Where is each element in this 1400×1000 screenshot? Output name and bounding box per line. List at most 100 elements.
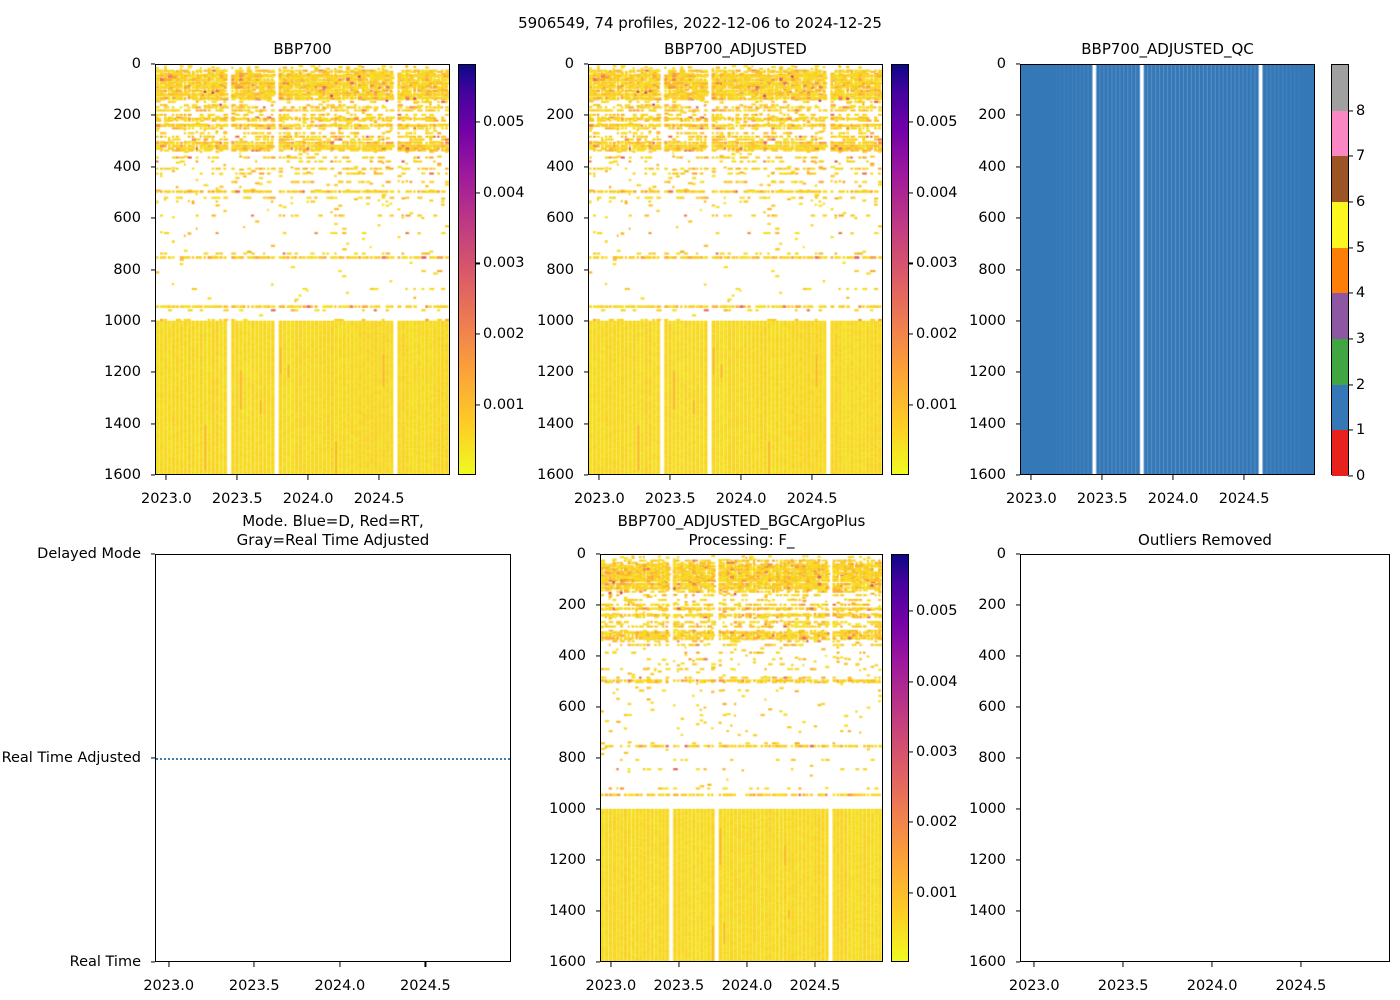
bgcargoplus-ytick-mark	[595, 808, 600, 810]
colorbar-bbp700-tick-mark	[475, 192, 480, 194]
panel-title-bbp700-adjusted-qc: BBP700_ADJUSTED_QC	[1081, 40, 1254, 58]
qc-colorbar-tick-label: 2	[1356, 376, 1366, 393]
bbp700-adjusted-qc-xtick-label: 2024.0	[1147, 491, 1199, 507]
bbp700-ytick-label: 600	[113, 210, 141, 227]
qc-colorbar-tick-label: 1	[1356, 422, 1366, 439]
bbp700-adjusted-ytick-mark	[583, 320, 588, 322]
qc-colorbar-tick-label: 5	[1356, 239, 1366, 256]
bbp700-xtick-label: 2023.5	[211, 491, 263, 507]
colorbar-bbp700-adjusted-bgcargoplus-tick-mark	[908, 821, 913, 823]
mode-xtick-label: 2024.5	[400, 978, 451, 994]
bbp700-adjusted-xtick-label: 2023.0	[573, 491, 625, 507]
bbp700-ytick-label: 1400	[104, 415, 141, 432]
bbp700-adjusted-qc-ytick-label: 1000	[969, 312, 1006, 329]
bbp700-xtick-mark	[307, 475, 309, 480]
outliers-removed-ytick-label: 400	[978, 648, 1006, 664]
outliers-removed-ytick-mark	[1015, 604, 1020, 606]
colorbar-bbp700-tick-mark	[475, 262, 480, 264]
bbp700-xtick-label: 2024.5	[353, 491, 405, 507]
axes-bbp700[interactable]	[155, 64, 450, 475]
colorbar-bbp700-adjusted: 0.001 0.002 0.003 0.004 0.005	[891, 64, 958, 475]
bbp700-adjusted-qc-ytick-label: 400	[978, 158, 1006, 175]
qc-colorbar-tick-mark	[1348, 247, 1353, 249]
outliers-removed-ytick-label: 1200	[969, 852, 1006, 868]
bgcargoplus-ytick-label: 1200	[549, 852, 586, 868]
bbp700-adjusted-qc-xtick-mark	[1101, 475, 1103, 480]
qc-colorbar-tick-mark	[1348, 384, 1353, 386]
bbp700-ytick-mark	[150, 320, 155, 322]
bbp700-adjusted-qc-xtick-label: 2024.5	[1218, 491, 1270, 507]
bgcargoplus-ytick-mark	[595, 910, 600, 912]
bbp700-adjusted-ytick-mark	[583, 114, 588, 116]
qc-colorbar-segment-8	[1332, 65, 1348, 111]
bbp700-ytick-label: 0	[131, 56, 141, 72]
bgcargoplus-ytick-label: 0	[576, 546, 586, 562]
bbp700-adjusted-qc-ytick-label: 0	[996, 56, 1006, 72]
mode-ytick-mark	[150, 757, 155, 759]
bbp700-adjusted-qc-ytick-label: 1200	[969, 364, 1006, 381]
bbp700-adjusted-qc-xtick-mark	[1030, 475, 1032, 480]
mode-xtick-mark	[424, 962, 426, 967]
axes-outliers-removed[interactable]	[1020, 554, 1390, 962]
axes-bbp700-adjusted-qc[interactable]	[1020, 64, 1315, 475]
bgcargoplus-ytick-mark	[595, 655, 600, 657]
axes-bbp700-adjusted[interactable]	[588, 64, 883, 475]
qc-colorbar-tick-label: 8	[1356, 102, 1366, 119]
qc-colorbar-segment-0	[1332, 430, 1348, 476]
bgcargoplus-xtick-label: 2024.5	[789, 978, 841, 994]
outliers-removed-ytick-label: 0	[996, 546, 1006, 562]
qc-colorbar-tick-mark	[1348, 429, 1353, 431]
bbp700-adjusted-ytick-label: 400	[546, 158, 574, 175]
panel-bbp700-adjusted-bgcargoplus: BBP700_ADJUSTED_BGCArgoPlus Processing: …	[549, 512, 883, 994]
bgcargoplus-ytick-mark	[595, 757, 600, 759]
bbp700-adjusted-qc-ytick-mark	[1015, 166, 1020, 168]
qc-colorbar-tick-mark	[1348, 292, 1353, 294]
qc-colorbar-tick-mark	[1348, 338, 1353, 340]
qc-colorbar-tick-mark	[1348, 110, 1353, 112]
bbp700-ytick-label: 1000	[104, 312, 141, 329]
heatmap-bbp700	[156, 65, 449, 474]
bbp700-adjusted-qc-xtick-mark	[1243, 475, 1245, 480]
bbp700-adjusted-qc-ytick-mark	[1015, 474, 1020, 476]
axes-mode[interactable]	[155, 554, 511, 962]
outliers-removed-xtick-label: 2024.5	[1275, 978, 1327, 994]
bgcargoplus-xtick-label: 2023.5	[653, 978, 705, 994]
outliers-removed-xtick-label: 2023.5	[1097, 978, 1149, 994]
qc-colorbar-segment-4	[1332, 247, 1348, 294]
panel-mode: Mode. Blue=D, Red=RT, Gray=Real Time Adj…	[2, 512, 511, 994]
mode-line-real-time-adjusted	[156, 758, 510, 760]
bbp700-adjusted-ytick-label: 200	[546, 107, 574, 124]
axes-bbp700-adjusted-bgcargoplus[interactable]	[600, 554, 883, 962]
bbp700-adjusted-xtick-label: 2024.5	[786, 491, 838, 507]
outliers-removed-ytick-label: 800	[978, 750, 1006, 766]
colorbar-bbp700-adjusted-bgcargoplus-tick-label: 0.005	[916, 603, 958, 620]
colorbar-bbp700-tick-label: 0.002	[483, 326, 525, 343]
panel-bbp700-adjusted-qc: BBP700_ADJUSTED_QC 0 200 400 600 800 1000 1200…	[969, 40, 1315, 507]
panel-title-mode: Mode. Blue=D, Red=RT, Gray=Real Time Adj…	[236, 512, 430, 549]
bgcargoplus-ytick-label: 800	[558, 750, 586, 766]
bbp700-adjusted-xtick-mark	[740, 475, 742, 480]
bbp700-ytick-label: 800	[113, 261, 141, 278]
bgcargoplus-ytick-mark	[595, 553, 600, 555]
bgcargoplus-ytick-label: 1400	[549, 903, 586, 919]
bbp700-adjusted-ytick-mark	[583, 423, 588, 425]
qc-colorbar-segment-5	[1332, 202, 1348, 248]
qc-colorbar-segment-2	[1332, 339, 1348, 385]
bgcargoplus-xtick-mark	[678, 962, 680, 967]
bbp700-adjusted-xtick-label: 2023.5	[644, 491, 696, 507]
outliers-removed-ytick-mark	[1015, 655, 1020, 657]
qc-colorbar-tick-mark	[1348, 201, 1353, 203]
outliers-removed-xtick-label: 2023.0	[1008, 978, 1060, 994]
outliers-removed-ytick-mark	[1015, 859, 1020, 861]
bbp700-adjusted-qc-ytick-mark	[1015, 423, 1020, 425]
colorbar-gradient-bbp700-adjusted	[892, 65, 908, 474]
bbp700-adjusted-qc-xtick-mark	[1172, 475, 1174, 480]
colorbar-gradient-bbp700	[459, 65, 475, 474]
bbp700-adjusted-qc-ytick-mark	[1015, 320, 1020, 322]
bbp700-adjusted-ytick-mark	[583, 371, 588, 373]
colorbar-qc: 0 1 2 3 4 5 6 7 8	[1331, 64, 1365, 484]
bgcargoplus-ytick-mark	[595, 706, 600, 708]
bgcargoplus-xtick-mark	[814, 962, 816, 967]
bgcargoplus-xtick-label: 2024.0	[721, 978, 773, 994]
bbp700-adjusted-qc-ytick-mark	[1015, 63, 1020, 65]
